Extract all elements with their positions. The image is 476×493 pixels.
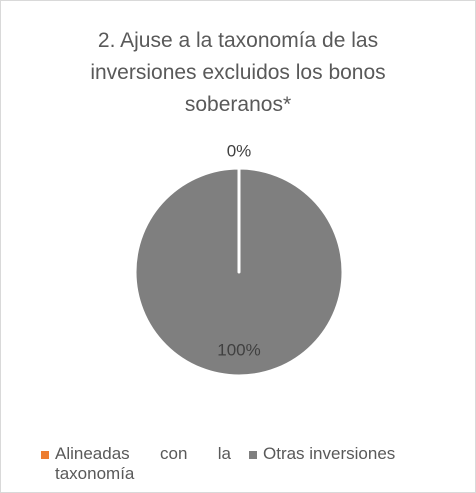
- data-label: 0%: [227, 141, 252, 160]
- chart-title: 2. Ajuse a la taxonomía de las inversion…: [90, 29, 386, 116]
- legend-swatch: [249, 451, 257, 459]
- legend-label: Otras inversiones: [263, 444, 396, 463]
- legend-label: Alineadas con la taxonomía: [55, 444, 231, 483]
- pie-slice: [133, 166, 345, 378]
- legend-swatch: [41, 451, 49, 459]
- data-label: 100%: [217, 340, 260, 359]
